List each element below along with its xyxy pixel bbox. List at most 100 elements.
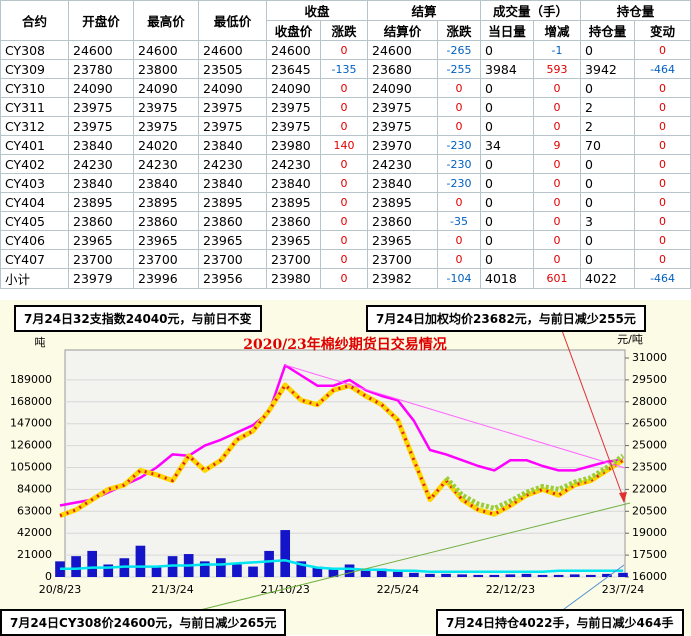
- header-cell: 结算价: [367, 20, 439, 41]
- change-cell: -265: [437, 40, 482, 60]
- table-cell: 3942: [580, 59, 636, 79]
- volume-bar: [489, 574, 500, 577]
- x-tick-label: 22/12/23: [486, 583, 535, 596]
- y2-tick-label: 22000: [632, 482, 667, 495]
- volume-bar: [135, 545, 146, 577]
- table-row: CY309 23780 23800 23505 23645 -135 23680 -255 39…: [0, 59, 691, 79]
- table-cell: 23965: [367, 230, 439, 250]
- table-row: CY404 23895 23895 23895 23895 0 23895 0 0 0 0 0: [0, 192, 691, 212]
- table-cell: 23505: [198, 59, 267, 79]
- volume-bar: [216, 558, 226, 577]
- change-cell: -135: [319, 59, 369, 79]
- change-cell: 601: [533, 268, 582, 289]
- volume-bar: [71, 556, 81, 577]
- table-cell: 23980: [266, 268, 321, 289]
- table-cell: 0: [580, 173, 636, 193]
- series-line: [444, 453, 625, 511]
- arrow-head: [619, 492, 627, 503]
- volume-bar: [248, 566, 258, 577]
- change-cell: 0: [319, 230, 369, 250]
- table-cell: 0: [480, 40, 535, 60]
- table-cell: 23956: [198, 268, 267, 289]
- y2-tick-label: 19000: [632, 526, 667, 539]
- y-tick-label: 168000: [10, 395, 52, 408]
- change-cell: 0: [634, 40, 691, 60]
- table-cell: 23780: [68, 59, 134, 79]
- change-cell: 0: [634, 230, 691, 250]
- x-tick-label: 20/8/23: [39, 583, 81, 596]
- change-cell: 0: [533, 211, 582, 231]
- table-cell: 23700: [266, 249, 321, 269]
- header-cell: 合约: [0, 0, 69, 41]
- header-cell: 持仓量: [580, 20, 636, 41]
- table-cell: 24090: [68, 78, 134, 98]
- volume-bar: [199, 561, 210, 577]
- table-cell: 23975: [68, 116, 134, 136]
- change-cell: 0: [319, 154, 369, 174]
- y2-tick-label: 26500: [632, 417, 667, 430]
- table-cell: 23700: [198, 249, 267, 269]
- plot-area: [64, 349, 626, 578]
- table-cell: 23975: [133, 97, 199, 117]
- y-tick-label: 189000: [10, 373, 52, 386]
- volume-bar: [280, 530, 291, 577]
- table-cell: 24600: [133, 40, 199, 60]
- table-cell: CY403: [0, 173, 69, 193]
- volume-bar: [376, 568, 387, 577]
- table-row: CY311 23975 23975 23975 23975 0 23975 0 0 0 2 0: [0, 97, 691, 117]
- volume-bar: [409, 572, 419, 577]
- table-cell: 23895: [266, 192, 321, 212]
- header-cell: 当日量: [480, 20, 535, 41]
- pointer-arrow: [559, 324, 625, 501]
- table-row: CY407 23700 23700 23700 23700 0 23700 0 0 0 0 0: [0, 249, 691, 269]
- table-cell: CY401: [0, 135, 69, 155]
- table-cell: 24230: [68, 154, 134, 174]
- table-cell: 23840: [367, 173, 439, 193]
- x-tick-label: 21/3/24: [151, 583, 193, 596]
- change-cell: 0: [634, 249, 691, 269]
- change-cell: 0: [437, 78, 482, 98]
- table-cell: 23895: [68, 192, 134, 212]
- table-cell: 23895: [367, 192, 439, 212]
- header-cell: 变动: [634, 20, 691, 41]
- table-cell: 0: [580, 40, 636, 60]
- change-cell: 0: [319, 116, 369, 136]
- note: 7月24日32支指数24040元，与前日不变: [14, 305, 262, 332]
- y-tick-label: 0: [45, 570, 52, 583]
- change-cell: 0: [437, 249, 482, 269]
- change-cell: -255: [437, 59, 482, 79]
- change-cell: 593: [533, 59, 582, 79]
- table-cell: 2: [580, 116, 636, 136]
- table-cell: 34: [480, 135, 535, 155]
- quote-table: 合约 开盘价 最高价 最低价 收盘 结算 成交量（手） 持仓量 收盘价 涨跌 结算价 涨跌 当日量 增减持…: [0, 0, 691, 289]
- table-cell: 4018: [480, 268, 535, 289]
- table-cell: 24230: [198, 154, 267, 174]
- volume-bar: [553, 574, 564, 577]
- change-cell: 0: [319, 268, 369, 289]
- table-cell: CY407: [0, 249, 69, 269]
- change-cell: 0: [533, 192, 582, 212]
- table-cell: 24090: [198, 78, 267, 98]
- change-cell: 0: [533, 230, 582, 250]
- header-cell: 收盘: [265, 0, 369, 21]
- table-cell: 23840: [198, 173, 267, 193]
- change-cell: 0: [437, 97, 482, 117]
- header-cell: 收盘价: [266, 20, 321, 41]
- table-cell: 70: [580, 135, 636, 155]
- change-cell: 0: [319, 97, 369, 117]
- table-cell: 23860: [367, 211, 439, 231]
- change-cell: 0: [533, 97, 582, 117]
- table-row: CY308 24600 24600 24600 24600 0 24600 -265 0 -1 0 0: [0, 40, 691, 60]
- change-cell: 0: [533, 173, 582, 193]
- change-cell: 140: [319, 135, 369, 155]
- y2-axis-label: 元/吨: [617, 333, 643, 346]
- table-cell: 23975: [266, 116, 321, 136]
- change-cell: -35: [437, 211, 482, 231]
- table-cell: CY404: [0, 192, 69, 212]
- change-cell: 0: [319, 211, 369, 231]
- table-cell: CY406: [0, 230, 69, 250]
- chart-title: 2020/23年棉纱期货日交易情况: [243, 336, 447, 353]
- change-cell: 0: [319, 173, 369, 193]
